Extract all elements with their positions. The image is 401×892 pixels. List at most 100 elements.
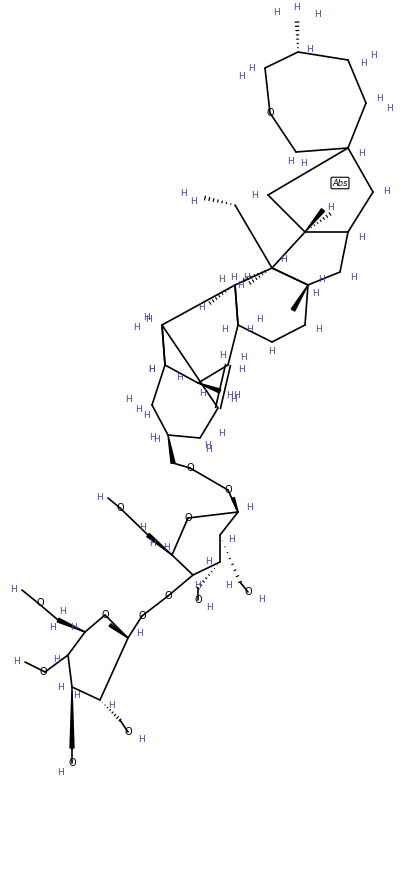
- Text: H: H: [148, 366, 155, 375]
- Text: H: H: [230, 274, 237, 283]
- Polygon shape: [231, 498, 237, 512]
- Text: H: H: [242, 272, 249, 282]
- Text: H: H: [312, 288, 318, 298]
- Text: O: O: [36, 598, 44, 608]
- Text: H: H: [382, 187, 389, 196]
- Text: H: H: [49, 624, 56, 632]
- Text: H: H: [218, 276, 225, 285]
- Text: H: H: [180, 188, 186, 197]
- Polygon shape: [109, 624, 128, 638]
- Text: H: H: [225, 581, 231, 590]
- Text: H: H: [176, 374, 182, 383]
- Text: H: H: [273, 7, 279, 16]
- Text: H: H: [70, 623, 77, 632]
- Text: H: H: [349, 272, 356, 282]
- Text: H: H: [10, 585, 17, 594]
- Text: H: H: [53, 656, 60, 665]
- Text: H: H: [139, 523, 146, 532]
- Text: H: H: [245, 326, 252, 334]
- Text: O: O: [194, 595, 201, 605]
- Text: H: H: [229, 395, 236, 404]
- Text: H: H: [238, 71, 244, 80]
- Text: H: H: [237, 366, 244, 375]
- Text: H: H: [138, 736, 144, 745]
- Text: H: H: [293, 3, 300, 12]
- Text: O: O: [124, 727, 132, 737]
- Text: H: H: [59, 607, 66, 616]
- Text: O: O: [265, 108, 273, 118]
- Text: H: H: [279, 255, 286, 265]
- Text: H: H: [385, 103, 392, 112]
- Text: H: H: [205, 604, 212, 613]
- Text: H: H: [73, 690, 80, 699]
- Text: H: H: [300, 160, 307, 169]
- Text: O: O: [164, 591, 171, 601]
- Text: H: H: [225, 391, 232, 400]
- Text: H: H: [245, 502, 252, 511]
- Text: O: O: [68, 758, 76, 768]
- Text: O: O: [224, 485, 231, 495]
- Text: H: H: [190, 196, 196, 205]
- Text: H: H: [194, 581, 201, 590]
- Text: H: H: [13, 657, 20, 666]
- Text: H: H: [135, 406, 142, 415]
- Polygon shape: [198, 383, 220, 392]
- Text: O: O: [39, 667, 47, 677]
- Text: H: H: [314, 326, 321, 334]
- Text: H: H: [148, 366, 155, 375]
- Polygon shape: [57, 618, 85, 632]
- Text: H: H: [233, 392, 239, 401]
- Text: H: H: [136, 629, 142, 638]
- Text: H: H: [257, 596, 264, 605]
- Text: H: H: [199, 389, 206, 398]
- Text: H: H: [198, 302, 205, 311]
- Text: O: O: [243, 587, 251, 597]
- Text: H: H: [255, 316, 262, 325]
- Text: O: O: [101, 610, 109, 620]
- Text: H: H: [313, 10, 320, 19]
- Text: H: H: [248, 63, 254, 72]
- Text: H: H: [237, 282, 243, 291]
- Text: H: H: [375, 94, 382, 103]
- Text: H: H: [268, 348, 275, 357]
- Text: H: H: [357, 233, 364, 242]
- Text: H: H: [217, 428, 224, 437]
- Text: H: H: [143, 410, 150, 419]
- Text: Abs: Abs: [331, 178, 347, 187]
- Text: H: H: [96, 493, 103, 502]
- Text: H: H: [317, 276, 324, 285]
- Text: H: H: [239, 352, 246, 361]
- Text: H: H: [227, 535, 234, 544]
- Text: H: H: [205, 445, 211, 455]
- Text: H: H: [204, 442, 211, 450]
- Text: H: H: [305, 45, 312, 54]
- Text: O: O: [186, 463, 193, 473]
- Text: H: H: [359, 59, 366, 68]
- Text: H: H: [153, 435, 160, 444]
- Text: H: H: [57, 769, 64, 778]
- Text: O: O: [116, 503, 124, 513]
- Polygon shape: [70, 687, 74, 748]
- Polygon shape: [168, 435, 174, 463]
- Text: O: O: [184, 513, 191, 523]
- Text: H: H: [143, 312, 150, 321]
- Polygon shape: [291, 285, 307, 311]
- Text: H: H: [287, 158, 294, 167]
- Text: H: H: [149, 434, 156, 442]
- Text: H: H: [357, 148, 364, 158]
- Text: H: H: [205, 558, 211, 566]
- Text: H: H: [133, 323, 140, 332]
- Text: H: H: [108, 700, 114, 709]
- Text: H: H: [163, 542, 170, 551]
- Text: H: H: [369, 51, 376, 60]
- Text: H: H: [219, 351, 226, 359]
- Text: H: H: [326, 202, 333, 211]
- Polygon shape: [146, 533, 172, 555]
- Text: H: H: [145, 316, 152, 325]
- Text: H: H: [57, 682, 64, 691]
- Text: H: H: [125, 395, 132, 404]
- Text: H: H: [221, 326, 227, 334]
- Text: H: H: [149, 539, 156, 548]
- Text: O: O: [138, 611, 146, 621]
- Polygon shape: [304, 209, 324, 232]
